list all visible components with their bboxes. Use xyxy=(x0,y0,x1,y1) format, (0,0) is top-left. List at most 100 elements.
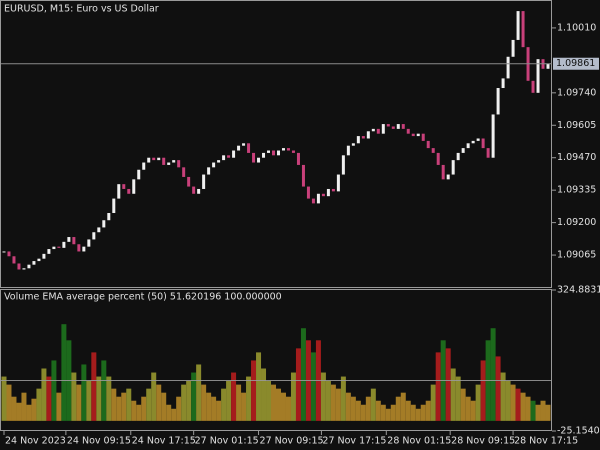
candle xyxy=(306,186,310,199)
y-tick-label: 1.10010 xyxy=(557,22,596,33)
histogram-bar xyxy=(201,384,207,421)
x-tick-label: 28 Nov 09:15 xyxy=(451,436,515,447)
candle xyxy=(346,145,350,156)
candle xyxy=(237,145,241,151)
candle xyxy=(122,184,126,189)
x-tick-label: 27 Nov 09:15 xyxy=(260,436,324,447)
candle xyxy=(501,78,505,89)
candle xyxy=(42,253,46,259)
candle xyxy=(396,124,400,129)
candle xyxy=(276,150,280,156)
current-price-label: 1.09861 xyxy=(556,58,595,69)
histogram-bar xyxy=(11,396,17,421)
x-tick-label: 24 Nov 09:15 xyxy=(67,436,131,447)
histogram-bar xyxy=(470,400,476,421)
histogram-bar xyxy=(465,396,471,421)
candle xyxy=(112,198,116,214)
histogram-bar xyxy=(136,404,142,421)
histogram-bar xyxy=(86,380,92,421)
candle xyxy=(421,133,425,141)
candle xyxy=(172,160,176,163)
candle xyxy=(356,136,360,144)
candle xyxy=(311,198,315,204)
x-tick-label: 27 Nov 01:15 xyxy=(195,436,259,447)
histogram-bar xyxy=(191,372,197,421)
y-tick-label: 1.09470 xyxy=(557,152,596,163)
candle xyxy=(516,11,520,40)
histogram-bar xyxy=(251,360,257,421)
candle xyxy=(37,258,41,262)
candle xyxy=(381,124,385,134)
candle xyxy=(22,268,26,270)
histogram-bar xyxy=(340,376,346,421)
histogram-bar xyxy=(111,388,117,421)
candle xyxy=(336,174,340,192)
histogram-bar xyxy=(71,372,77,421)
histogram-bar xyxy=(131,400,137,421)
candle xyxy=(157,157,161,161)
candle xyxy=(252,152,256,163)
candle xyxy=(331,188,335,192)
histogram-bar xyxy=(345,392,351,421)
histogram-bar xyxy=(96,376,102,421)
histogram-bar xyxy=(256,352,262,421)
histogram-bar xyxy=(455,376,461,421)
histogram-bar xyxy=(435,352,441,421)
candle xyxy=(476,138,480,141)
histogram-bar xyxy=(261,368,267,421)
histogram-bar xyxy=(161,392,167,421)
histogram-bar xyxy=(490,328,496,421)
candle xyxy=(167,162,171,165)
histogram-bar xyxy=(41,368,47,421)
candle xyxy=(2,251,6,253)
histogram-bar xyxy=(375,400,381,421)
histogram-bar xyxy=(310,352,316,421)
histogram-bar xyxy=(275,388,281,421)
histogram-bar xyxy=(61,324,67,421)
candle xyxy=(521,11,525,48)
candle xyxy=(291,150,295,153)
candle xyxy=(117,184,121,199)
histogram-bar xyxy=(290,372,296,421)
candle xyxy=(401,124,405,129)
histogram-bar xyxy=(295,348,301,421)
candle xyxy=(67,237,71,242)
candle xyxy=(376,128,380,134)
histogram-bar xyxy=(535,404,541,421)
candle xyxy=(127,188,131,194)
candle xyxy=(17,263,21,270)
histogram-bar xyxy=(425,400,431,421)
y-tick-label: -25.154060 xyxy=(557,426,600,437)
histogram-bar xyxy=(21,392,27,421)
histogram-bar xyxy=(530,400,536,421)
candle xyxy=(47,249,51,254)
y-tick-label: 1.09065 xyxy=(557,250,596,261)
candle xyxy=(197,188,201,194)
candle xyxy=(411,133,415,137)
candle xyxy=(441,164,445,180)
candle xyxy=(152,157,156,161)
candle xyxy=(262,152,266,158)
candle xyxy=(257,157,261,163)
histogram-bar xyxy=(325,380,331,421)
candle xyxy=(416,133,420,137)
candle xyxy=(137,169,141,180)
candle xyxy=(272,150,276,156)
y-tick-label: 324.883150 xyxy=(557,285,600,296)
histogram-bar xyxy=(350,396,356,421)
candle xyxy=(546,63,550,69)
candle xyxy=(222,155,226,161)
candle xyxy=(97,227,101,233)
histogram-bar xyxy=(241,392,247,421)
current-price-box xyxy=(553,57,599,70)
histogram-bar xyxy=(221,388,227,421)
histogram-bar xyxy=(206,392,212,421)
candle xyxy=(341,155,345,175)
histogram-bar xyxy=(460,388,466,421)
histogram-bar xyxy=(146,388,152,421)
x-tick-label: 28 Nov 17:15 xyxy=(514,436,578,447)
candle xyxy=(87,239,91,247)
histogram-bar xyxy=(101,360,107,421)
candle xyxy=(481,138,485,149)
histogram-bar xyxy=(285,396,291,421)
